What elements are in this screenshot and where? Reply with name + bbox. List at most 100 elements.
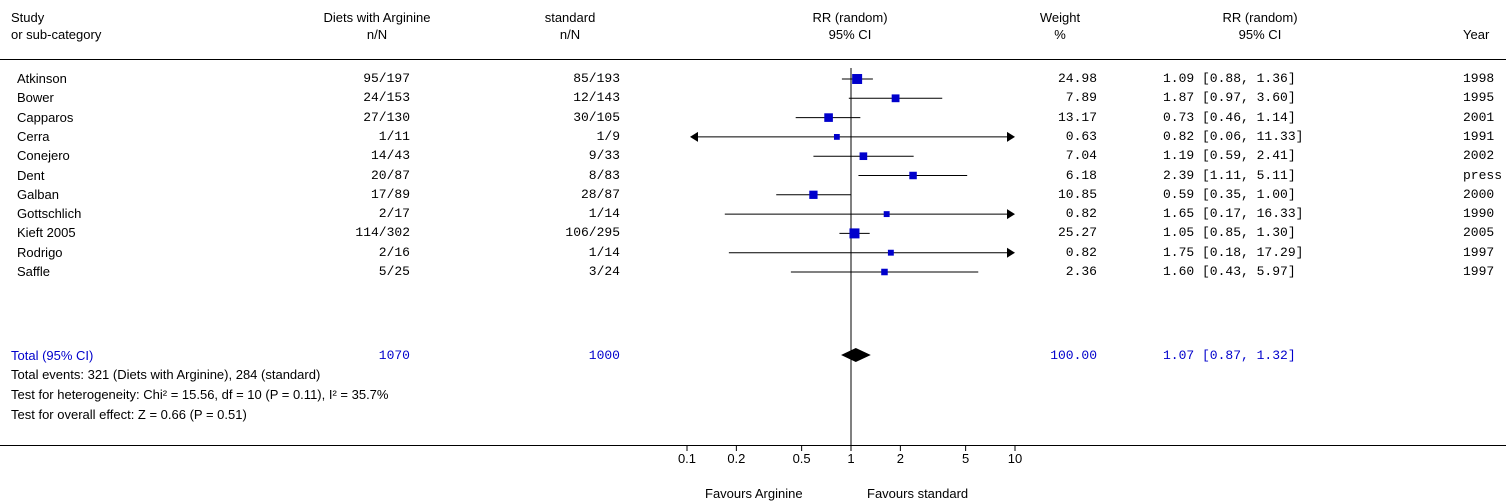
header-standard: standard (544, 10, 596, 25)
total-label: Total (95% CI) (11, 348, 94, 363)
total-ci: 1.07 [0.87, 1.32] (1163, 348, 1296, 363)
row-standard-count: 1/14 (588, 206, 620, 221)
row-year: 1991 (1463, 129, 1495, 144)
row-ci: 0.73 [0.46, 1.14] (1163, 110, 1296, 125)
row-standard-count: 30/105 (573, 110, 620, 125)
row-study-name: Atkinson (17, 71, 67, 86)
row-weight: 25.27 (1057, 225, 1097, 240)
row-year: 2001 (1463, 110, 1495, 125)
row-year: 1998 (1463, 71, 1495, 86)
row-ci: 0.82 [0.06, 11.33] (1163, 129, 1304, 144)
axis-tick-label: 10 (1007, 451, 1023, 466)
row-ci: 1.09 [0.88, 1.36] (1163, 71, 1296, 86)
row-arginine-count: 2/16 (378, 245, 410, 260)
row-weight: 2.36 (1065, 264, 1097, 279)
row-year: 1990 (1463, 206, 1495, 221)
row-arginine-count: 1/11 (378, 129, 410, 144)
row-weight: 13.17 (1057, 110, 1097, 125)
ci-arrow-left (690, 131, 698, 142)
total-weight: 100.00 (1050, 348, 1097, 363)
ci-arrow-right (1007, 131, 1015, 142)
row-year: 2002 (1463, 148, 1495, 163)
axis-tick-label: 0.2 (727, 451, 746, 466)
row-arginine-count: 27/130 (363, 110, 410, 125)
point-estimate-marker (881, 268, 888, 276)
header-standard-sub: n/N (559, 27, 581, 42)
row-weight: 7.04 (1065, 148, 1097, 163)
row-weight: 0.82 (1065, 206, 1097, 221)
row-weight: 0.63 (1065, 129, 1097, 144)
ci-arrow-right (1007, 247, 1015, 258)
point-estimate-marker (883, 211, 890, 218)
row-ci: 0.59 [0.35, 1.00] (1163, 187, 1296, 202)
row-study-name: Conejero (17, 148, 70, 163)
row-weight: 10.85 (1057, 187, 1097, 202)
point-estimate-marker (909, 171, 917, 180)
point-estimate-marker (849, 228, 860, 239)
row-year: 2000 (1463, 187, 1495, 202)
row-standard-count: 8/83 (588, 168, 620, 183)
row-arginine-count: 17/89 (370, 187, 410, 202)
row-arginine-count: 5/25 (378, 264, 410, 279)
row-arginine-count: 2/17 (378, 206, 410, 221)
row-study-name: Rodrigo (17, 245, 63, 260)
point-estimate-marker (824, 113, 833, 122)
row-arginine-count: 14/43 (370, 148, 410, 163)
row-arginine-count: 24/153 (363, 90, 410, 105)
row-weight: 24.98 (1057, 71, 1097, 86)
row-ci: 1.75 [0.18, 17.29] (1163, 245, 1304, 260)
header-rr-text-sub: 95% CI (1238, 27, 1282, 42)
row-standard-count: 12/143 (573, 90, 620, 105)
row-arginine-count: 20/87 (370, 168, 410, 183)
point-estimate-marker (833, 134, 840, 140)
axis-tick-label: 0.5 (792, 451, 811, 466)
row-standard-count: 1/14 (588, 245, 620, 260)
footer-rule (0, 445, 1506, 446)
header-study-sub: or sub-category (11, 27, 102, 42)
row-ci: 1.65 [0.17, 16.33] (1163, 206, 1304, 221)
note-total-events: Total events: 321 (Diets with Arginine),… (11, 367, 321, 382)
axis-tick-label: 1 (847, 451, 855, 466)
row-ci: 1.05 [0.85, 1.30] (1163, 225, 1296, 240)
header-study: Study (11, 10, 45, 25)
point-estimate-marker (887, 249, 894, 256)
total-standard: 1000 (588, 348, 620, 363)
row-study-name: Galban (17, 187, 59, 202)
row-study-name: Saffle (17, 264, 51, 279)
row-study-name: Cerra (17, 129, 50, 144)
row-standard-count: 106/295 (565, 225, 620, 240)
row-arginine-count: 114/302 (355, 225, 410, 240)
row-ci: 1.19 [0.59, 2.41] (1163, 148, 1296, 163)
header-arginine: Diets with Arginine (323, 10, 431, 25)
header-rr-plot-sub: 95% CI (828, 27, 872, 42)
note-heterogeneity: Test for heterogeneity: Chi² = 15.56, df… (11, 387, 389, 402)
header-arginine-sub: n/N (366, 27, 388, 42)
row-year: press (1463, 168, 1503, 183)
axis-tick-label: 5 (962, 451, 970, 466)
point-estimate-marker (859, 152, 868, 161)
note-overall-effect: Test for overall effect: Z = 0.66 (P = 0… (11, 407, 247, 422)
row-year: 1995 (1463, 90, 1495, 105)
row-weight: 0.82 (1065, 245, 1097, 260)
row-study-name: Bower (17, 90, 54, 105)
row-standard-count: 28/87 (580, 187, 620, 202)
header-weight-sub: % (1054, 27, 1066, 42)
row-weight: 6.18 (1065, 168, 1097, 183)
favours-left-label: Favours Arginine (705, 486, 803, 501)
header-rr-text: RR (random) (1222, 10, 1298, 25)
row-standard-count: 85/193 (573, 71, 620, 86)
ci-arrow-right (1007, 209, 1015, 220)
favours-right-label: Favours standard (867, 486, 969, 501)
row-ci: 1.87 [0.97, 3.60] (1163, 90, 1296, 105)
row-standard-count: 9/33 (588, 148, 620, 163)
row-weight: 7.89 (1065, 90, 1097, 105)
row-arginine-count: 95/197 (363, 71, 410, 86)
row-ci: 1.60 [0.43, 5.97] (1163, 264, 1296, 279)
row-study-name: Gottschlich (17, 206, 82, 221)
point-estimate-marker (809, 190, 818, 199)
header-year: Year (1463, 27, 1490, 42)
row-standard-count: 1/9 (596, 129, 620, 144)
header-weight: Weight (1039, 10, 1081, 25)
row-study-name: Capparos (17, 110, 74, 125)
